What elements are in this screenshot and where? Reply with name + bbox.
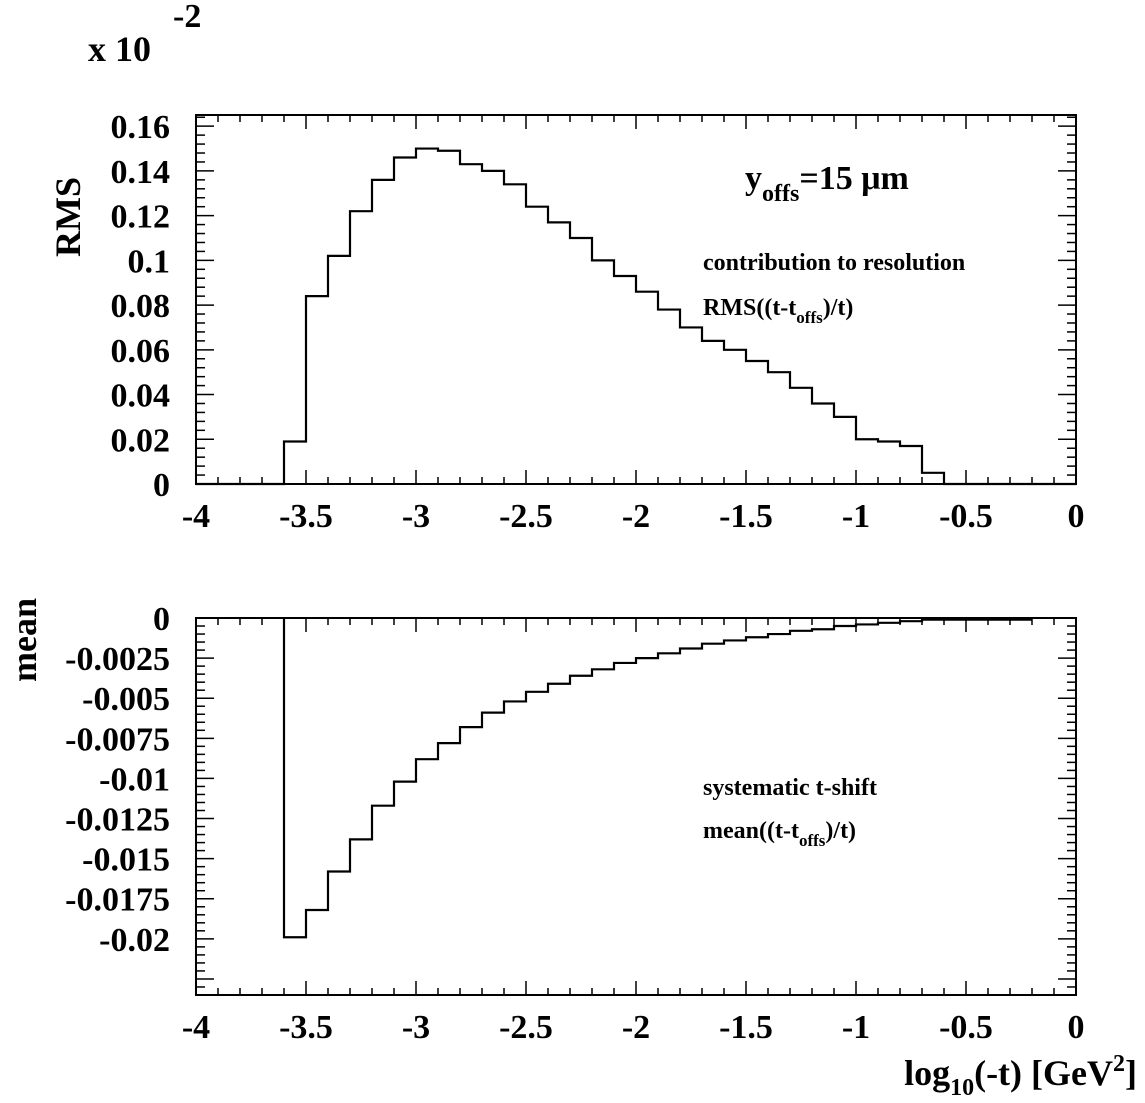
rms-y-axis-title: RMS bbox=[48, 177, 88, 257]
mean-plot-frame bbox=[195, 617, 1077, 996]
multiplier-label: x 10 bbox=[88, 29, 151, 69]
mean-x-tick-label: 0 bbox=[1068, 1009, 1085, 1046]
mean-y-tick-label: -0.02 bbox=[99, 922, 170, 959]
mean-x-tick-label: -2 bbox=[622, 1009, 650, 1046]
rms-annotation-line1: contribution to resolution bbox=[703, 250, 965, 276]
rms-y-tick-labels: 0 0.02 0.04 0.06 0.08 0.1 0.12 0.14 0.16 bbox=[111, 109, 171, 504]
mean-y-tick-label: -0.0075 bbox=[65, 721, 170, 758]
mean-y-axis-title: mean bbox=[4, 598, 44, 682]
rms-y-tick-label: 0.14 bbox=[111, 154, 171, 191]
mean-y-tick-label: -0.0125 bbox=[65, 802, 170, 839]
rms-y-tick-label: 0.02 bbox=[111, 422, 171, 459]
mean-x-tick-label: -3 bbox=[402, 1009, 430, 1046]
mean-annotation-line1: systematic t-shift bbox=[703, 775, 877, 801]
rms-panel: x 10 -2 RMS -4 -3.5 -3 -2.5 -2 -1.5 -1 -0.5 0 00… bbox=[48, 0, 1085, 535]
rms-y-tick-label: 0 bbox=[153, 467, 170, 504]
mean-tick-marks bbox=[195, 617, 1077, 996]
rms-x-tick-label: -1 bbox=[842, 498, 870, 535]
mean-x-tick-label: -3.5 bbox=[279, 1009, 333, 1046]
rms-annotation-line2: RMS((t-toffs)/t) bbox=[703, 295, 853, 327]
rms-x-tick-label: -2.5 bbox=[499, 498, 553, 535]
rms-x-tick-label: -4 bbox=[182, 498, 210, 535]
mean-panel: mean -4 -3.5 -3 -2.5 -2 -1.5 -1 -0.5 0 0-0.0025-… bbox=[4, 598, 1137, 1101]
rms-tick-marks bbox=[195, 115, 1077, 485]
mean-y-tick-label: -0.015 bbox=[82, 842, 170, 879]
rms-x-tick-labels: -4 -3.5 -3 -2.5 -2 -1.5 -1 -0.5 0 bbox=[182, 498, 1085, 535]
mean-annotation-line2: mean((t-toffs)/t) bbox=[703, 818, 856, 850]
rms-x-tick-label: -1.5 bbox=[719, 498, 773, 535]
mean-x-tick-label: -1.5 bbox=[719, 1009, 773, 1046]
rms-histogram-line bbox=[196, 147, 1076, 486]
rms-y-tick-label: 0.16 bbox=[111, 109, 171, 146]
rms-y-tick-label: 0.1 bbox=[128, 243, 171, 280]
rms-y-tick-label: 0.08 bbox=[111, 288, 171, 325]
mean-y-tick-label: -0.0175 bbox=[65, 882, 170, 919]
mean-x-tick-label: -0.5 bbox=[939, 1009, 993, 1046]
rms-x-tick-label: -2 bbox=[622, 498, 650, 535]
rms-plot-frame bbox=[195, 114, 1077, 485]
mean-x-tick-label: -1 bbox=[842, 1009, 870, 1046]
mean-y-tick-label: -0.0025 bbox=[65, 641, 170, 678]
mean-y-tick-label: -0.005 bbox=[82, 681, 170, 718]
rms-y-tick-label: 0.06 bbox=[111, 333, 171, 370]
mean-y-tick-label: 0 bbox=[153, 601, 170, 638]
multiplier-exponent: -2 bbox=[173, 0, 201, 35]
mean-y-tick-labels: 0-0.0025-0.005-0.0075-0.01-0.0125-0.015-… bbox=[65, 601, 170, 959]
rms-x-tick-label: -0.5 bbox=[939, 498, 993, 535]
rms-y-tick-label: 0.12 bbox=[111, 199, 171, 236]
mean-x-tick-labels: -4 -3.5 -3 -2.5 -2 -1.5 -1 -0.5 0 bbox=[182, 1009, 1085, 1046]
rms-x-tick-label: -3 bbox=[402, 498, 430, 535]
mean-histogram-line bbox=[282, 618, 1032, 939]
mean-x-tick-label: -4 bbox=[182, 1009, 210, 1046]
offset-annotation: yoffs=15 μm bbox=[745, 160, 909, 207]
mean-x-tick-label: -2.5 bbox=[499, 1009, 553, 1046]
rms-y-tick-label: 0.04 bbox=[111, 378, 171, 415]
x-axis-title: log10(-t) [GeV2] bbox=[904, 1051, 1137, 1101]
rms-x-tick-label: 0 bbox=[1068, 498, 1085, 535]
rms-x-tick-label: -3.5 bbox=[279, 498, 333, 535]
mean-y-tick-label: -0.01 bbox=[99, 761, 170, 798]
